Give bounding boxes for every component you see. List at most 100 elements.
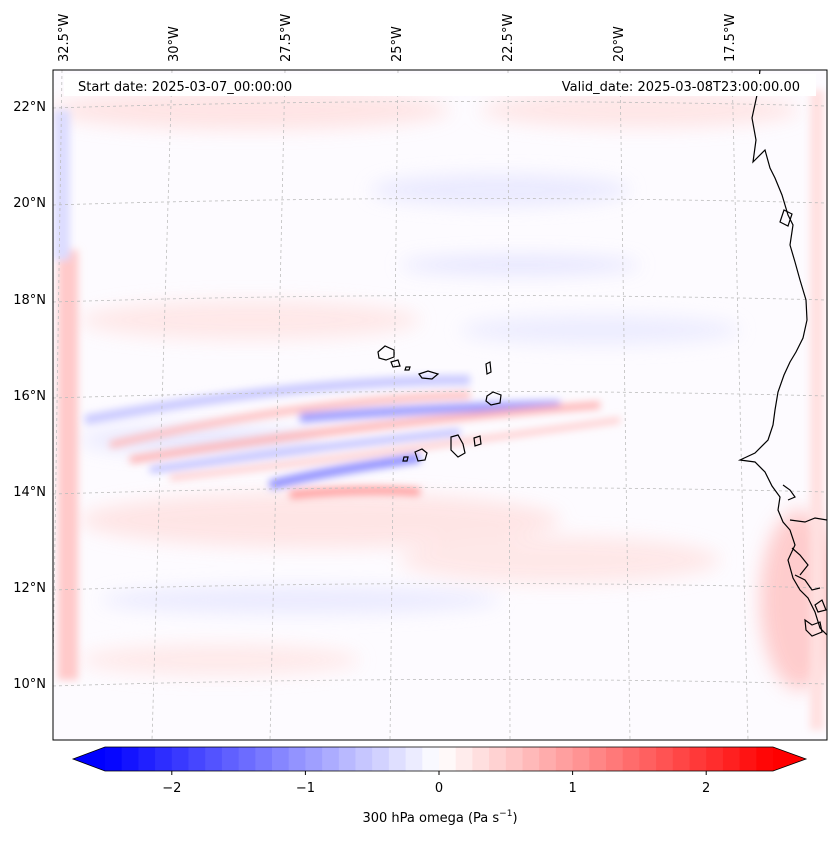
lat-label: 14°N (13, 485, 46, 500)
field-patch (80, 492, 560, 548)
colorbar-cell (221, 747, 240, 771)
river-mouth (782, 484, 796, 501)
colorbar-tick-label: 1 (568, 781, 576, 796)
colorbar: −2 −1 0 1 2 300 hPa omega (Pa s−1) (71, 746, 808, 826)
lon-label: 22.5°W (501, 14, 516, 62)
colorbar-ticks: −2 −1 0 1 2 (162, 771, 710, 796)
map-frame (52, 69, 828, 741)
river-mouth (789, 517, 827, 523)
colorbar-label-exponent: −1 (499, 809, 512, 819)
colorbar-cell (155, 747, 173, 771)
colorbar-cell (121, 747, 139, 771)
colorbar-cell (489, 747, 507, 771)
edge-band-east (810, 90, 824, 730)
colorbar-cell (422, 747, 440, 771)
lat-label: 16°N (13, 389, 46, 404)
colorbar-label: 300 hPa omega (Pa s−1) (362, 809, 517, 826)
colorbar-cell (672, 747, 691, 771)
colorbar-cell (171, 747, 190, 771)
africa-coast (737, 70, 827, 636)
wave-band (289, 486, 421, 499)
field-patch (80, 300, 420, 340)
edge-band-west (58, 250, 78, 680)
wave-band (84, 375, 471, 425)
colorbar-cell (522, 747, 540, 771)
field-patch (460, 315, 740, 345)
colorbar-cell (238, 747, 256, 771)
colorbar-cell (689, 747, 707, 771)
edge-band-west (54, 110, 70, 260)
colorbar-cell (405, 747, 423, 771)
valid-date-label: Valid_date: 2025-03-08T23:00:00.00 (562, 80, 800, 95)
lon-label: 32.5°W (57, 14, 72, 62)
island-brava (402, 456, 409, 462)
field-patch (760, 510, 827, 690)
map-panel[interactable]: Start date: 2025-03-07_00:00:00 Valid_da… (50, 69, 837, 741)
colorbar-tick-label: 0 (435, 781, 443, 796)
colorbar-cell (355, 747, 373, 771)
start-date-label: Start date: 2025-03-07_00:00:00 (78, 80, 292, 95)
lat-label: 22°N (13, 100, 46, 115)
colorbar-cell (305, 747, 323, 771)
lon-label: 25°W (390, 26, 405, 62)
field-patch (80, 426, 320, 454)
field-patch (400, 536, 720, 584)
colorbar-tick-label: −1 (296, 781, 315, 796)
latitude-labels: 22°N 20°N 18°N 16°N 14°N 12°N 10°N (13, 100, 46, 692)
island-maio (473, 435, 482, 447)
wave-band (169, 417, 621, 481)
colorbar-outline (71, 746, 808, 772)
lat-label: 20°N (13, 196, 46, 211)
island-bissagos (814, 599, 827, 613)
colorbar-label-close: ) (512, 811, 517, 826)
field-patch (400, 255, 640, 275)
wave-band (299, 400, 561, 423)
colorbar-tick-label: −2 (162, 781, 181, 796)
colorbar-cell (439, 747, 457, 771)
lon-label: 27.5°W (279, 14, 294, 62)
colorbar-cell (505, 747, 524, 771)
field-patch (100, 586, 500, 614)
colorbar-cell (272, 747, 290, 771)
colorbar-cell (138, 747, 156, 771)
colorbar-cells (105, 747, 774, 771)
colorbar-cell (388, 747, 407, 771)
longitude-labels: 32.5°W 30°W 27.5°W 25°W 22.5°W 20°W 17.5… (57, 14, 738, 62)
bay-inlet (779, 209, 793, 227)
island-fogo (414, 448, 428, 462)
lon-label: 20°W (612, 26, 627, 62)
island-santiago (450, 434, 466, 458)
colorbar-cell (656, 747, 674, 771)
field-patch (53, 90, 450, 130)
wave-band (268, 453, 421, 490)
colorbar-tick-label: 2 (702, 781, 710, 796)
lat-label: 18°N (13, 293, 46, 308)
colorbar-cell (739, 747, 757, 771)
island-sal (485, 361, 492, 375)
colorbar-label-main: 300 hPa omega (Pa s (362, 811, 499, 826)
island-santo-antao (377, 345, 395, 361)
wave-band (149, 429, 461, 473)
wave-band (129, 401, 601, 464)
field-patch (480, 92, 800, 128)
colorbar-cell (455, 747, 473, 771)
colorbar-cell (255, 747, 273, 771)
island-bissagos (804, 618, 823, 637)
colorbar-cell (105, 747, 123, 771)
colorbar-cell (722, 747, 741, 771)
island-sao-nicolau (418, 370, 440, 380)
colorbar-cell (472, 747, 490, 771)
colorbar-cell (322, 747, 340, 771)
lat-label: 12°N (13, 581, 46, 596)
colorbar-cell (539, 747, 557, 771)
coast-detail (794, 574, 821, 591)
island-santa-luzia (404, 366, 411, 371)
colorbar-cell (756, 747, 774, 771)
colorbar-cell (288, 747, 306, 771)
coast-detail (791, 547, 809, 576)
island-boa-vista (485, 391, 502, 406)
colorbar-cell (589, 747, 607, 771)
graticule (53, 70, 827, 740)
colorbar-min-extend (73, 747, 105, 771)
date-banner (64, 74, 816, 96)
